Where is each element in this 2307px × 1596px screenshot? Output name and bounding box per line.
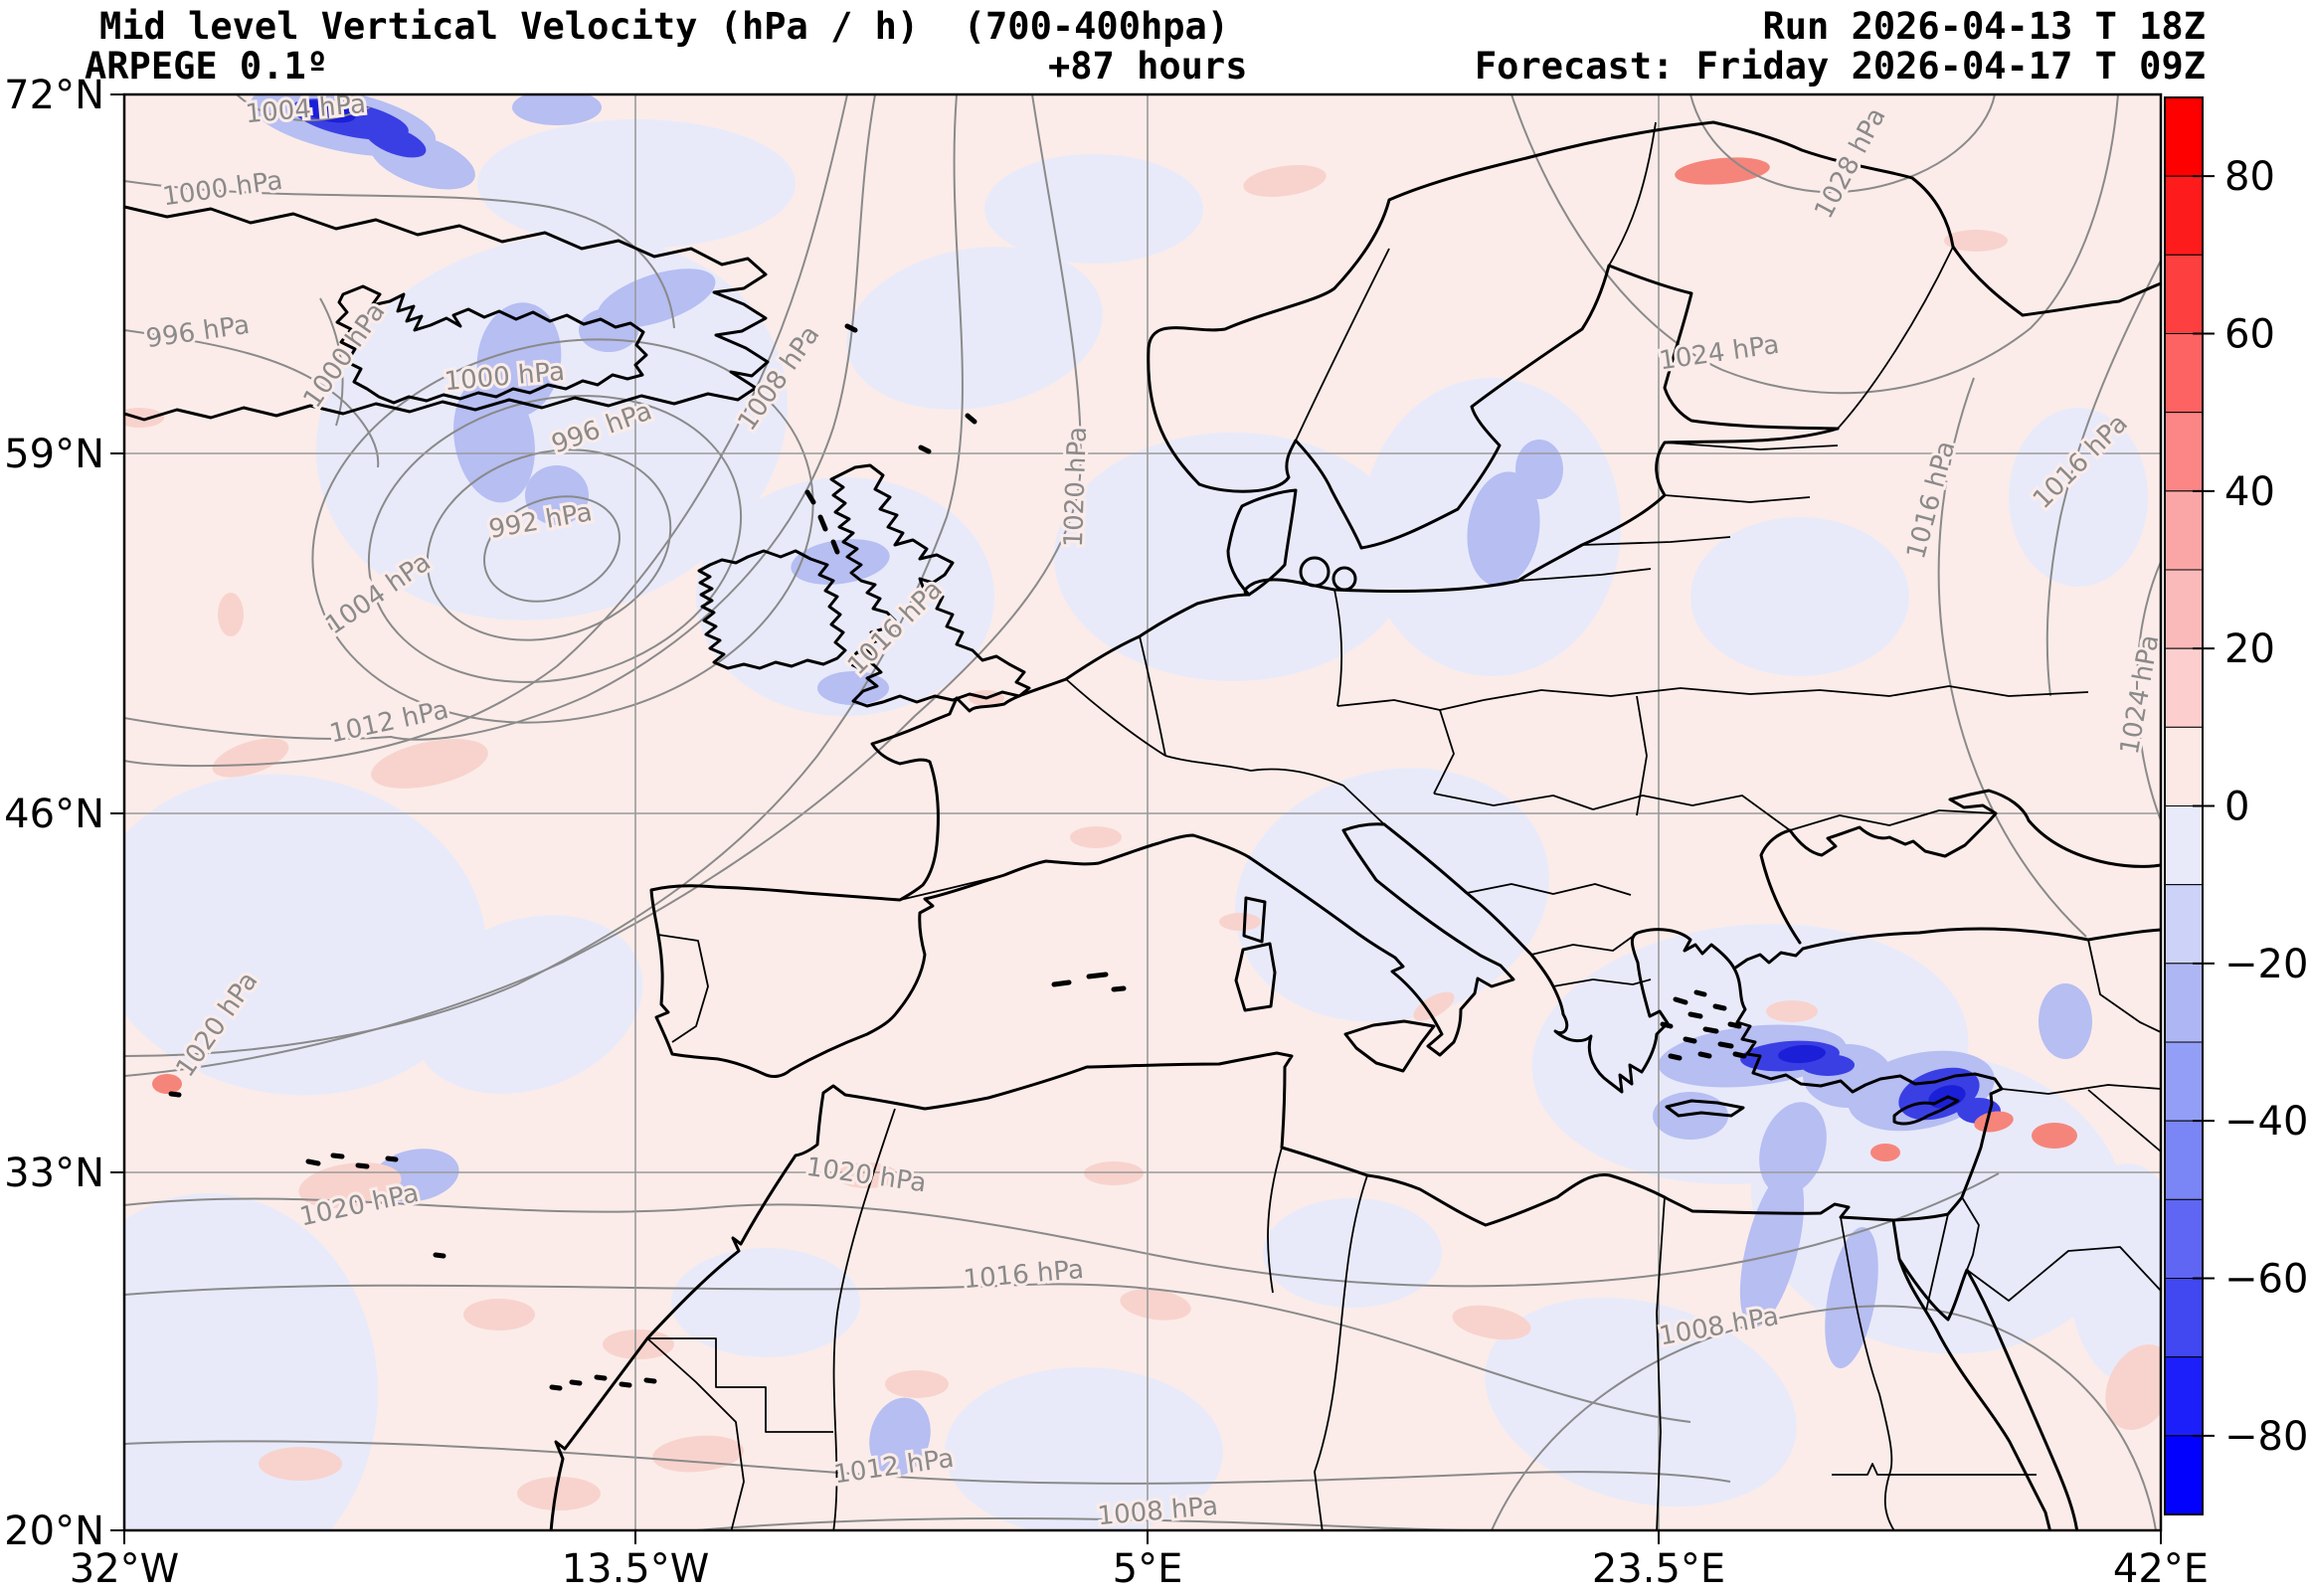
colorbar-segment — [2164, 96, 2204, 177]
colorbar-segment — [2164, 884, 2204, 965]
graticule-layer — [124, 94, 2161, 1530]
colorbar-tick-label: 60 — [2224, 312, 2275, 358]
lead-time-label: +87 hours — [1048, 45, 1248, 88]
colorbar-segment — [2164, 412, 2204, 492]
y-tick-label: 59°N — [4, 432, 104, 477]
colorbar: 80 60 40 20 0 −20 −40 −60 −80 — [2164, 96, 2307, 1515]
small-islands — [168, 323, 1747, 1391]
colorbar-segment — [2164, 1198, 2204, 1280]
colorbar-tick-label: −20 — [2224, 942, 2307, 987]
colorbar-segment — [2164, 333, 2204, 414]
x-tick-label: 13.5°W — [562, 1546, 710, 1592]
country-borders-layer — [646, 121, 2161, 1530]
colorbar-segment — [2164, 805, 2204, 886]
x-tick-label: 32°W — [70, 1546, 179, 1592]
velocity-field-layer — [124, 94, 2161, 1530]
colorbar-segment — [2164, 963, 2204, 1043]
x-tick-label: 23.5°E — [1592, 1546, 1725, 1592]
x-axis: 32°W 13.5°W 5°E 23.5°E 42°E — [70, 1530, 2209, 1592]
colorbar-segment — [2164, 1278, 2204, 1358]
colorbar-ticks: 80 60 40 20 0 −20 −40 −60 −80 — [2193, 154, 2307, 1460]
colorbar-segment — [2164, 1041, 2204, 1122]
y-tick-label: 72°N — [4, 73, 104, 118]
colorbar-tick-label: −80 — [2224, 1414, 2307, 1460]
x-tick-label: 5°E — [1113, 1546, 1183, 1592]
colorbar-segment — [2164, 254, 2204, 335]
colorbar-tick-label: −60 — [2224, 1257, 2307, 1303]
contour-label: 1020 hPa — [1059, 427, 1093, 548]
colorbar-segments — [2164, 96, 2204, 1515]
pressure-contours-layer — [124, 94, 2161, 1530]
colorbar-segment — [2164, 1356, 2204, 1437]
colorbar-tick-label: −40 — [2224, 1099, 2307, 1145]
colorbar-segment — [2164, 175, 2204, 256]
colorbar-tick-label: 0 — [2224, 785, 2249, 830]
colorbar-tick-label: 80 — [2224, 154, 2275, 200]
colorbar-segment — [2164, 569, 2204, 649]
run-label: Run 2026-04-13 T 18Z — [1762, 5, 2206, 48]
chart-title: Mid level Vertical Velocity (hPa / h) (7… — [99, 5, 1230, 48]
y-tick-label: 46°N — [4, 792, 104, 837]
y-tick-label: 33°N — [4, 1151, 104, 1196]
y-axis: 72°N 59°N 46°N 33°N 20°N — [4, 73, 124, 1554]
colorbar-tick-label: 20 — [2224, 626, 2275, 672]
colorbar-segment — [2164, 1120, 2204, 1200]
y-tick-label: 20°N — [4, 1508, 104, 1554]
colorbar-segment — [2164, 490, 2204, 571]
colorbar-segment — [2164, 726, 2204, 806]
colorbar-segment — [2164, 647, 2204, 728]
x-tick-label: 42°E — [2113, 1546, 2209, 1592]
forecast-label: Forecast: Friday 2026-04-17 T 09Z — [1474, 45, 2206, 88]
colorbar-segment — [2164, 1435, 2204, 1515]
model-label: ARPEGE 0.1º — [85, 45, 329, 88]
colorbar-tick-label: 40 — [2224, 469, 2275, 515]
